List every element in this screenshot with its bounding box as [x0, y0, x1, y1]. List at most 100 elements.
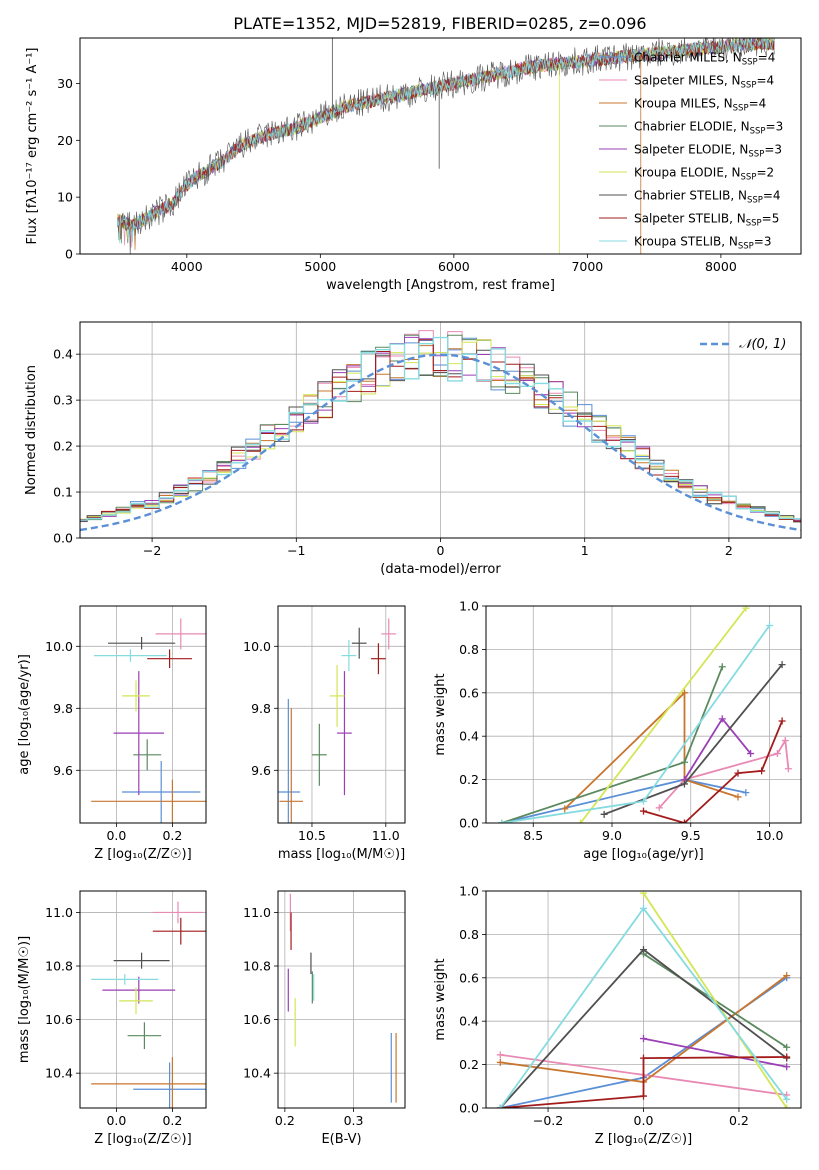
axes-frame	[485, 605, 802, 824]
legend-entry: Kroupa ELODIE, NSSP=2	[634, 166, 774, 183]
x-axis-label: (data-model)/error	[380, 562, 501, 577]
y-tick-label: 10.0	[45, 639, 73, 654]
weight-marker	[783, 1043, 791, 1051]
y-axis-label: mass weight	[433, 958, 448, 1040]
weight-marker	[680, 780, 688, 788]
weight-marker	[496, 1051, 504, 1059]
x-axis-label: mass [log₁₀(M/M☉)]	[278, 847, 405, 862]
y-tick-label: 0	[65, 247, 73, 262]
y-tick-label: 0.2	[459, 772, 479, 787]
weight-marker	[680, 819, 688, 823]
y-tick-label: 9.8	[251, 701, 271, 716]
weight-marker	[742, 789, 750, 797]
weight-marker	[783, 972, 791, 980]
x-axis-label: E(B-V)	[321, 1132, 361, 1147]
legend-subscript: SSP	[733, 104, 749, 114]
spectrum-line-7	[117, 38, 775, 240]
y-tick-label: 10.4	[45, 1066, 73, 1081]
spectrum-line-5	[117, 38, 775, 240]
legend-subscript: SSP	[748, 150, 764, 160]
y-tick-label: 0.2	[53, 439, 73, 454]
histogram-3	[80, 334, 801, 523]
x-tick-label: 0	[437, 543, 445, 558]
spectrum-panel: 4000 5000 6000 7000 8000 0 10 20 30 wavelength [A…	[25, 37, 802, 293]
x-tick-label: 8.5	[523, 828, 543, 843]
axes-frame	[79, 890, 207, 1109]
y-tick-label: 0.0	[459, 1101, 479, 1116]
histogram-7	[80, 339, 801, 522]
weight-line-5	[642, 892, 788, 1108]
legend-subscript: SSP	[738, 242, 754, 252]
x-axis-label: Z [log₁₀(Z/Z☉)]	[94, 1132, 191, 1147]
figure-title: PLATE=1352, MJD=52819, FIBERID=0285, z=0…	[233, 14, 646, 33]
axes-frame	[79, 37, 802, 255]
legend-entry: Salpeter MILES, NSSP=4	[634, 74, 774, 91]
y-tick-label: 11.0	[45, 905, 73, 920]
weight-marker	[496, 1058, 504, 1066]
y-tick-label: 0.6	[459, 970, 479, 985]
plot-area	[91, 901, 206, 1108]
y-tick-label: 10.6	[45, 1012, 73, 1027]
x-tick-label: 6000	[438, 259, 470, 274]
weight-marker	[784, 765, 792, 773]
y-tick-label: 1.0	[459, 599, 479, 614]
weight-marker	[773, 750, 781, 758]
y-tick-label: 0.4	[459, 1014, 479, 1029]
weight_vs_age-panel: 8.5 9.0 9.5 10.0 0.0 0.2 0.4 0.6 0.8 1.0 age [log₁…	[433, 599, 802, 862]
plot-area	[498, 606, 792, 823]
axes-frame	[79, 605, 207, 824]
legend-nssp: =3	[754, 235, 772, 249]
legend-entry: 𝒩(0, 1)	[739, 337, 786, 352]
weight-marker	[781, 737, 789, 745]
y-tick-label: 0.1	[53, 485, 73, 500]
y-tick-label: 10.8	[243, 959, 271, 974]
x-tick-label: 0.0	[106, 828, 126, 843]
weight-marker	[640, 1035, 647, 1043]
weight-marker	[640, 946, 647, 954]
y-tick-label: 0.4	[53, 347, 73, 362]
weight-marker	[778, 661, 786, 669]
y-tick-label: 0.6	[459, 685, 479, 700]
weight-marker	[680, 758, 688, 766]
axes-frame	[485, 890, 802, 1109]
legend-subscript: SSP	[741, 173, 757, 183]
weight-marker	[766, 622, 773, 630]
y-tick-label: 10.8	[45, 959, 73, 974]
x-tick-label: 0.2	[729, 1113, 749, 1128]
weight-line-2	[564, 690, 739, 810]
weight-marker	[742, 606, 750, 612]
legend-entry: Salpeter STELIB, NSSP=5	[634, 212, 779, 229]
y-tick-label: 10.4	[243, 1066, 271, 1081]
y-tick-label: 11.0	[243, 905, 271, 920]
weight-line-7	[500, 1056, 787, 1108]
weight_vs_Z-panel: −0.2 0.0 0.2 0.0 0.2 0.4 0.6 0.8 1.0 Z [log₁₀(Z/Z…	[433, 884, 802, 1147]
x-tick-label: 4000	[171, 259, 203, 274]
mass_vs_Z-panel: 0.0 0.2 10.4 10.6 10.8 11.0 Z [log₁₀(Z/Z☉)] mas…	[17, 890, 207, 1147]
weight-marker	[718, 663, 726, 671]
x-tick-label: 1	[581, 543, 589, 558]
weight-line-5	[579, 607, 747, 823]
histogram-8	[80, 336, 801, 521]
plot-area	[496, 891, 791, 1108]
weight-marker	[783, 1095, 791, 1103]
y-axis-label: mass weight	[433, 673, 448, 755]
y-tick-label: 1.0	[459, 884, 479, 899]
weight-marker	[640, 891, 647, 897]
y-axis-label: Flux [fλ10⁻¹⁷ erg cm⁻² s⁻¹ A⁻¹]	[25, 48, 40, 245]
x-tick-label: 0.0	[106, 1113, 126, 1128]
weight-marker	[718, 715, 726, 723]
weight-marker	[783, 1104, 791, 1108]
y-tick-label: 0.4	[459, 729, 479, 744]
legend-entry: Chabrier MILES, NSSP=4	[634, 51, 775, 68]
x-tick-label: 0.3	[344, 1113, 364, 1128]
plot-area	[91, 618, 206, 823]
legend-entry: Salpeter ELODIE, NSSP=3	[634, 143, 782, 160]
legend-entry: Kroupa STELIB, NSSP=3	[634, 235, 772, 252]
x-axis-label: Z [log₁₀(Z/Z☉)]	[94, 847, 191, 862]
residuals-panel: −2 −1 0 1 2 0.0 0.1 0.2 0.3 0.4 (data-model)/error…	[24, 321, 802, 577]
legend-nssp: =5	[762, 212, 780, 226]
legend-subscript: SSP	[746, 219, 762, 229]
weight-marker	[561, 805, 569, 813]
x-axis-label: wavelength [Angstrom, rest frame]	[326, 278, 555, 293]
weight-marker	[640, 1054, 647, 1062]
